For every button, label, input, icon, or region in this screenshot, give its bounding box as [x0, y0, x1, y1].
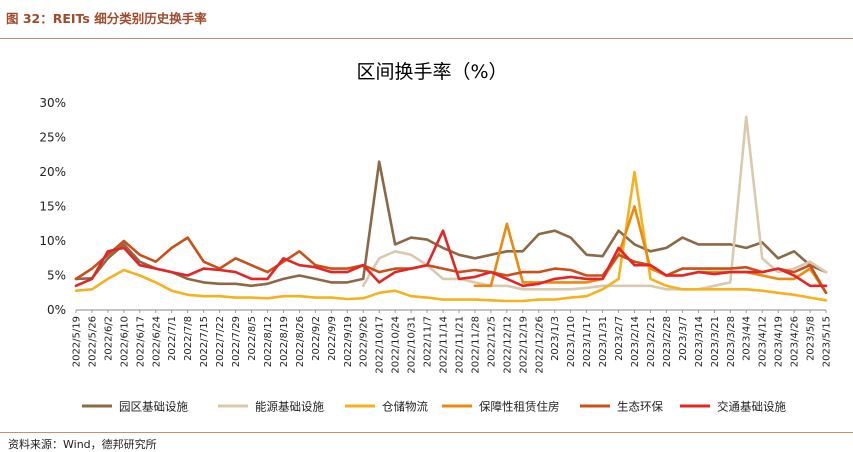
y-tick-label: 5% [47, 269, 66, 283]
legend-label: 仓储物流 [382, 400, 428, 414]
legend-label: 保障性租赁住房 [479, 400, 560, 414]
x-tick-label: 2023/3/21 [710, 316, 721, 367]
x-tick-label: 2022/11/28 [470, 316, 481, 374]
x-tick-label: 2022/12/5 [486, 316, 497, 367]
x-tick-label: 2023/3/28 [726, 316, 737, 367]
y-tick-label: 20% [39, 165, 66, 179]
x-tick-label: 2022/5/19 [72, 316, 83, 367]
series-line-5 [74, 236, 828, 295]
x-tick-label: 2023/2/7 [614, 316, 625, 361]
figure-caption: 图 32：REITs 细分类别历史换手率 [6, 11, 207, 26]
x-tick-label: 2022/8/19 [279, 316, 290, 367]
series-line-2 [361, 115, 828, 291]
x-tick-label: 2022/7/1 [167, 316, 178, 361]
x-tick-label: 2023/4/4 [742, 316, 753, 361]
x-tick-label: 2023/5/8 [806, 316, 817, 361]
legend-label: 能源基础设施 [255, 400, 324, 414]
x-tick-label: 2023/4/19 [774, 316, 785, 367]
y-tick-label: 30% [39, 96, 66, 110]
x-tick-label: 2022/10/31 [407, 316, 418, 374]
footer-divider [0, 432, 853, 433]
chart-title: 区间换手率（%） [356, 61, 507, 83]
x-tick-label: 2022/9/2 [311, 316, 322, 361]
x-tick-label: 2022/12/12 [502, 316, 513, 374]
y-tick-label: 25% [39, 131, 66, 145]
series-line-3 [74, 170, 828, 303]
series-line-4 [473, 205, 828, 295]
y-tick-label: 0% [47, 303, 66, 317]
legend-label: 园区基础设施 [119, 400, 188, 414]
source-note: 资料来源：Wind，德邦研究所 [8, 438, 157, 451]
x-tick-label: 2023/4/26 [790, 316, 801, 367]
header-divider [0, 38, 853, 39]
x-tick-label: 2023/3/14 [694, 316, 705, 367]
x-tick-label: 2023/2/28 [662, 316, 673, 367]
x-tick-label: 2022/9/19 [343, 316, 354, 367]
x-tick-label: 2023/1/31 [598, 316, 609, 367]
y-tick-label: 10% [39, 234, 66, 248]
x-tick-label: 2023/1/10 [566, 316, 577, 367]
x-tick-label: 2022/12/19 [518, 316, 529, 374]
x-tick-label: 2023/3/7 [678, 316, 689, 361]
x-tick-label: 2022/8/12 [263, 316, 274, 367]
series-line-1 [74, 160, 828, 288]
x-tick-label: 2022/7/22 [215, 316, 226, 367]
x-tick-label: 2022/6/24 [151, 316, 162, 367]
x-tick-label: 2022/7/8 [183, 316, 194, 361]
x-tick-label: 2022/11/14 [439, 316, 450, 374]
x-tick-label: 2022/8/5 [247, 316, 258, 361]
legend-label: 生态环保 [617, 400, 663, 414]
x-tick-label: 2022/9/9 [327, 316, 338, 361]
x-tick-label: 2022/8/26 [295, 316, 306, 367]
x-tick-label: 2023/4/12 [758, 316, 769, 367]
x-tick-label: 2022/10/24 [391, 316, 402, 374]
y-tick-label: 15% [39, 200, 66, 214]
x-tick-label: 2022/9/26 [359, 316, 370, 367]
axes: 0% 5% 10% 15% 20% 25% 30% 2022/5/19 2022/5/26 202… [39, 96, 832, 374]
x-tick-label: 2022/6/17 [135, 316, 146, 367]
x-tick-label: 2023/5/15 [822, 316, 833, 367]
x-tick-label: 2023/1/17 [582, 316, 593, 367]
x-tick-label: 2022/12/26 [534, 316, 545, 374]
legend-label: 交通基础设施 [717, 400, 786, 414]
x-tick-label: 2022/11/7 [423, 316, 434, 367]
legend: 园区基础设施 能源基础设施 仓储物流 保障性租赁住房 生态环保 交通基础设施 [82, 400, 786, 414]
x-tick-label: 2022/6/2 [103, 316, 114, 361]
x-tick-label: 2023/2/21 [646, 316, 657, 367]
plot-area [74, 115, 828, 303]
x-tick-label: 2022/6/10 [119, 316, 130, 367]
x-tick-label: 2023/2/14 [630, 316, 641, 367]
x-tick-label: 2022/10/17 [375, 316, 386, 374]
turnover-line-chart: 区间换手率（%） 0% 5% 10% 15% 20% 25% 30% 2022/5/19 202… [39, 61, 832, 414]
x-tick-label: 2022/7/29 [231, 316, 242, 367]
x-tick-label: 2023/1/3 [550, 316, 561, 361]
x-tick-label: 2022/5/26 [87, 316, 98, 367]
x-tick-label: 2022/11/21 [454, 316, 465, 374]
series-line-6 [74, 229, 828, 288]
x-tick-label: 2022/7/15 [199, 316, 210, 367]
